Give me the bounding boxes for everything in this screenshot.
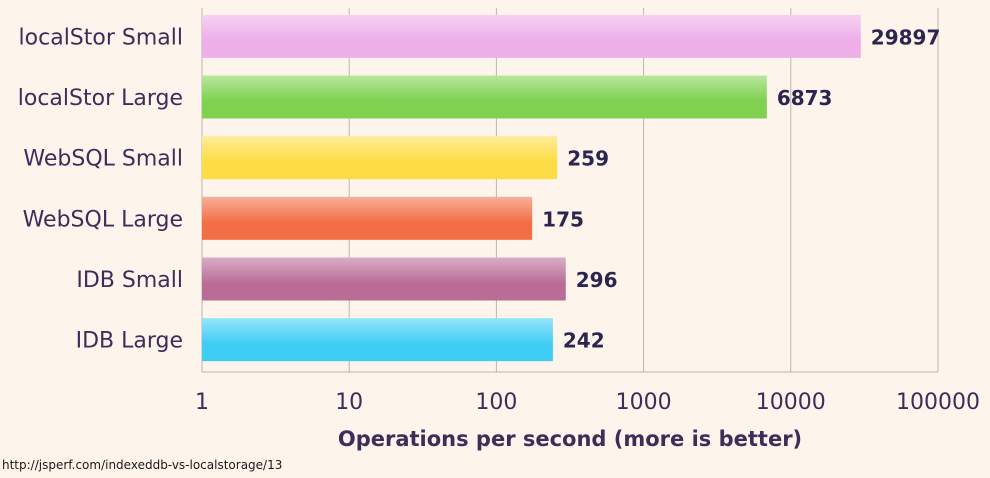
x-tick-labels: 1 10 100 1000 10000 100000 bbox=[195, 390, 980, 415]
x-tick-label: 100000 bbox=[896, 390, 980, 415]
x-tick-label: 10000 bbox=[756, 390, 826, 415]
value-label: 29897 bbox=[871, 25, 941, 49]
x-tick-label: 1 bbox=[195, 390, 209, 415]
bar bbox=[202, 196, 533, 240]
bar bbox=[202, 318, 553, 362]
bar bbox=[202, 75, 767, 119]
x-tick-label: 100 bbox=[475, 390, 517, 415]
x-tick-label: 1000 bbox=[616, 390, 672, 415]
grid-lines bbox=[201, 8, 939, 373]
category-label: IDB Small bbox=[76, 268, 183, 293]
category-label: WebSQL Large bbox=[23, 207, 183, 232]
value-label: 175 bbox=[542, 207, 584, 231]
source-url: http://jsperf.com/indexeddb-vs-localstor… bbox=[2, 458, 283, 472]
x-tick-label: 10 bbox=[335, 390, 363, 415]
value-label: 6873 bbox=[777, 86, 833, 110]
value-label: 259 bbox=[567, 147, 609, 171]
category-label: WebSQL Small bbox=[23, 147, 183, 172]
value-label: 242 bbox=[563, 329, 605, 353]
bar bbox=[202, 257, 566, 301]
value-labels: 29897 6873 259 175 296 242 bbox=[542, 25, 940, 352]
category-label: localStor Large bbox=[18, 86, 183, 111]
value-label: 296 bbox=[576, 268, 618, 292]
category-label: localStor Small bbox=[19, 25, 183, 50]
x-axis-title: Operations per second (more is better) bbox=[338, 427, 802, 451]
category-label: IDB Large bbox=[76, 329, 183, 354]
category-labels: localStor Small localStor Large WebSQL Sma… bbox=[18, 25, 183, 353]
bar bbox=[202, 14, 861, 58]
bars bbox=[202, 14, 861, 362]
bar bbox=[202, 136, 558, 180]
